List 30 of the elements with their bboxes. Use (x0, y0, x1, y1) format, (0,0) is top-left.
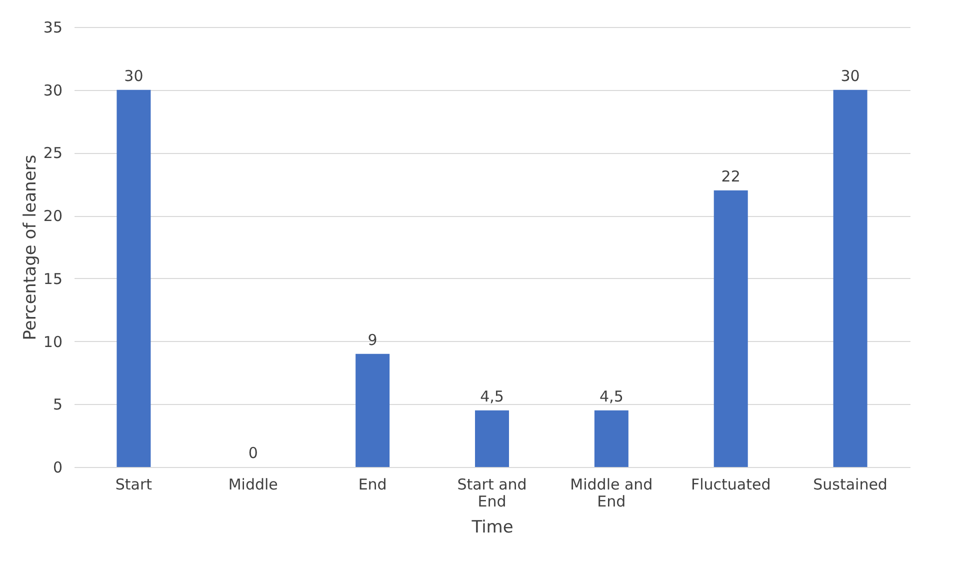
bar (714, 190, 748, 467)
data-label: 4,5 (480, 387, 504, 406)
x-tick-label: Sustained (813, 476, 888, 494)
y-tick-label: 10 (43, 332, 62, 351)
bar (833, 90, 868, 467)
y-tick-label: 20 (43, 207, 62, 226)
data-label: 0 (248, 444, 258, 462)
bar (594, 410, 628, 467)
x-tick-label: Start (115, 476, 152, 494)
y-tick-label: 0 (52, 458, 62, 476)
bar (475, 410, 509, 467)
x-tick-label: Fluctuated (690, 476, 771, 494)
x-tick-label: Middle and End (570, 476, 653, 510)
data-label: 30 (124, 66, 144, 85)
y-tick-label: 30 (43, 81, 62, 100)
bar (356, 354, 390, 467)
data-label: 4,5 (600, 387, 624, 406)
x-axis-title: Time (470, 518, 514, 538)
data-label: 22 (721, 167, 740, 186)
y-axis-title: Percentage of leaners (20, 154, 40, 340)
x-tick-label: Start and End (457, 476, 527, 510)
data-label: 30 (840, 66, 860, 85)
y-tick-label: 15 (43, 270, 62, 288)
bar (116, 90, 151, 467)
y-tick-label: 5 (52, 396, 62, 414)
y-tick-label: 25 (43, 144, 62, 162)
x-tick-label: Middle (228, 476, 278, 494)
y-tick-label: 35 (43, 18, 62, 36)
data-label: 9 (368, 330, 378, 349)
x-tick-label: End (358, 476, 387, 494)
